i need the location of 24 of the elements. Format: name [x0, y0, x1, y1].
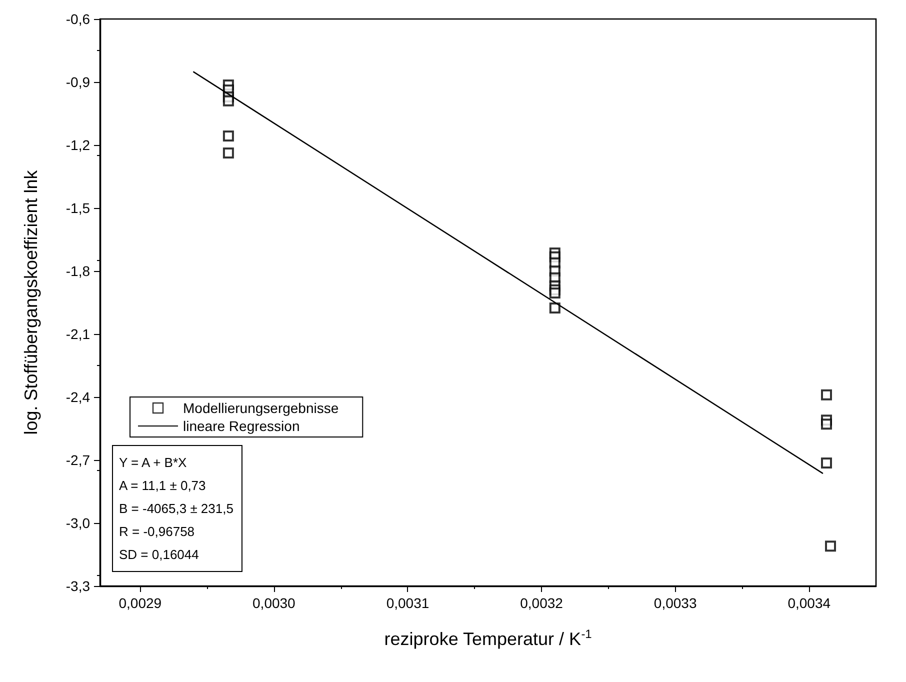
y-tick-label: -1,2 [66, 137, 90, 153]
y-tick-label: -3,0 [66, 515, 90, 531]
y-tick-label: -0,9 [66, 74, 90, 90]
y-tick-label: -1,5 [66, 200, 90, 216]
y-tick-label: -2,4 [66, 389, 90, 405]
annotation: B = -4065,3 ± 231,5 [119, 501, 234, 516]
y-tick-label: -1,8 [66, 263, 90, 279]
legend-label: Modellierungsergebnisse [183, 400, 339, 416]
x-tick-label: 0,0029 [118, 595, 162, 611]
x-tick-label: 0,0033 [654, 595, 697, 611]
x-tick-label: 0,0031 [386, 595, 430, 611]
annotation: R = -0,96758 [119, 524, 195, 539]
annotation: SD = 0,16044 [119, 547, 199, 562]
legend-label: lineare Regression [183, 418, 300, 434]
x-tick-label: 0,0030 [252, 595, 296, 611]
y-tick-label: -2,1 [66, 326, 90, 342]
x-tick-label: 0,0032 [520, 595, 564, 611]
annotation: Y = A + B*X [119, 455, 188, 470]
x-tick-label: 0,0034 [788, 595, 831, 611]
y-tick-label: -0,6 [66, 11, 90, 27]
annotation: A = 11,1 ± 0,73 [119, 478, 206, 493]
y-axis-title: log. Stoffübergangskoeffizient lnk [21, 169, 41, 435]
y-tick-label: -2,7 [66, 452, 90, 468]
y-tick-label: -3,3 [66, 578, 90, 594]
